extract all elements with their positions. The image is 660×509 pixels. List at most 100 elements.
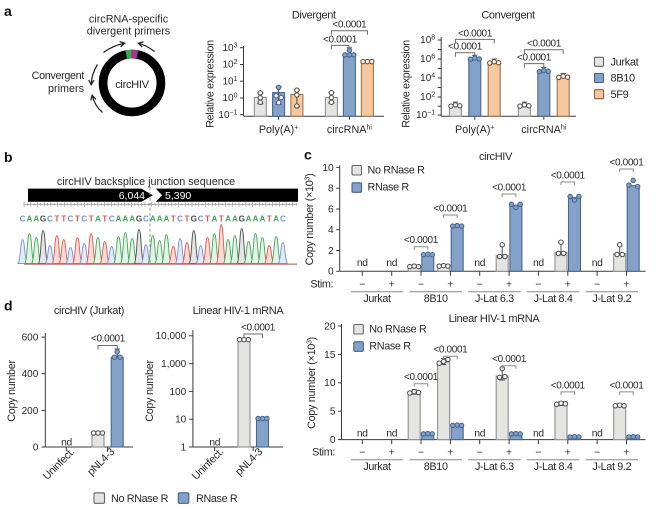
svg-text:−: − [359,279,365,291]
svg-text:J-Lat 8.4: J-Lat 8.4 [534,293,573,305]
svg-text:RNase R: RNase R [368,182,410,194]
svg-text:RNase R: RNase R [369,341,411,353]
svg-text:100: 100 [222,93,237,105]
svg-text:−: − [594,279,600,291]
svg-text:0: 0 [33,442,39,453]
svg-text:6,044: 6,044 [119,190,145,202]
svg-text:RNase R: RNase R [196,493,238,504]
svg-text:C: C [68,214,74,223]
svg-text:divergent primers: divergent primers [87,26,171,38]
svg-text:nd: nd [386,258,397,269]
svg-text:circRNAhi: circRNAhi [521,124,566,136]
svg-text:400: 400 [22,369,39,380]
svg-text:Linear HIV-1 mRNA: Linear HIV-1 mRNA [449,313,541,325]
svg-text:−: − [535,279,541,291]
svg-text:circHIV backsplice junction se: circHIV backsplice junction sequence [57,176,235,188]
svg-text:J-Lat 8.4: J-Lat 8.4 [534,461,573,473]
svg-text:Stim:: Stim: [310,279,333,291]
svg-text:+: + [447,447,453,459]
svg-text:−: − [535,447,541,459]
svg-text:<0.0001: <0.0001 [610,157,645,168]
svg-text:Convergent: Convergent [481,10,535,22]
svg-text:Relative expression: Relative expression [205,40,217,128]
svg-text:10−1: 10−1 [218,109,237,121]
svg-text:1,000: 1,000 [161,359,186,370]
svg-text:600: 600 [22,333,39,344]
svg-text:<0.0001: <0.0001 [551,380,586,391]
svg-text:nd: nd [386,429,397,440]
svg-text:106: 106 [420,54,435,65]
svg-text:Poly(A)+: Poly(A)+ [259,124,299,136]
svg-text:T: T [102,214,107,223]
svg-text:circHIV (Jurkat): circHIV (Jurkat) [54,305,124,317]
svg-text:A: A [129,214,135,223]
svg-text:G: G [40,214,46,223]
svg-text:<0.0001: <0.0001 [610,380,645,391]
svg-text:5,390: 5,390 [165,190,191,202]
svg-text:circHIV: circHIV [115,79,149,91]
svg-text:0: 0 [330,435,336,446]
svg-text:<0.0001: <0.0001 [492,354,527,365]
svg-text:102: 102 [420,92,435,104]
svg-text:Relative expression: Relative expression [401,40,413,128]
svg-text:Stim:: Stim: [312,447,335,459]
svg-text:T: T [75,214,80,223]
svg-text:104: 104 [420,73,435,85]
svg-text:G: G [136,214,142,223]
svg-text:Jurkat: Jurkat [363,461,391,473]
svg-text:C: C [20,214,26,223]
svg-text:T: T [54,214,59,223]
svg-text:A: A [246,214,252,223]
svg-text:primers: primers [48,83,85,95]
svg-text:Copy number: Copy number [144,360,156,422]
svg-text:10: 10 [322,163,334,174]
svg-text:10: 10 [324,378,336,389]
svg-text:<0.0001: <0.0001 [433,345,468,356]
svg-text:Copy number: Copy number [6,360,18,422]
svg-text:+: + [565,279,571,291]
svg-text:T: T [61,214,66,223]
svg-text:C: C [109,214,115,223]
svg-text:nd: nd [357,429,368,440]
svg-text:+: + [506,279,512,291]
svg-text:100: 100 [170,387,187,398]
svg-text:2: 2 [328,246,334,257]
svg-text:No RNase R: No RNase R [368,164,426,176]
svg-text:Poly(A)+: Poly(A)+ [455,124,495,136]
svg-text:102: 102 [222,59,237,71]
svg-text:<0.0001: <0.0001 [241,323,276,334]
svg-text:1: 1 [181,442,187,453]
svg-text:nd: nd [357,258,368,269]
svg-text:G: G [191,214,197,223]
svg-text:T: T [219,214,224,223]
svg-text:+: + [389,279,395,291]
svg-text:A: A [27,214,33,223]
svg-text:<0.0001: <0.0001 [448,42,483,53]
svg-text:−: − [418,447,424,459]
svg-text:nd: nd [533,258,544,269]
svg-text:nd: nd [61,437,72,448]
svg-text:T: T [89,214,94,223]
svg-text:5: 5 [330,407,336,418]
svg-text:8B10: 8B10 [424,461,448,473]
svg-text:+: + [565,447,571,459]
svg-text:Copy number (×103): Copy number (×103) [306,337,318,429]
svg-text:T: T [205,214,210,223]
svg-text:6: 6 [328,204,334,215]
svg-text:8B10: 8B10 [611,73,636,85]
svg-text:10−1: 10−1 [416,110,435,122]
svg-text:A: A [232,214,238,223]
svg-text:Linear HIV-1 mRNA: Linear HIV-1 mRNA [193,305,285,317]
svg-text:Jurkat: Jurkat [611,57,639,69]
svg-text:Divergent: Divergent [292,10,336,22]
svg-text:T: T [184,214,189,223]
svg-text:No RNase R: No RNase R [369,323,427,335]
svg-text:nd: nd [474,429,485,440]
svg-text:<0.0001: <0.0001 [91,333,126,344]
svg-text:A: A [225,214,231,223]
svg-text:A: A [150,214,156,223]
svg-text:+: + [623,447,629,459]
svg-text:nd: nd [592,429,603,440]
svg-text:T: T [267,214,272,223]
svg-text:T: T [171,214,176,223]
